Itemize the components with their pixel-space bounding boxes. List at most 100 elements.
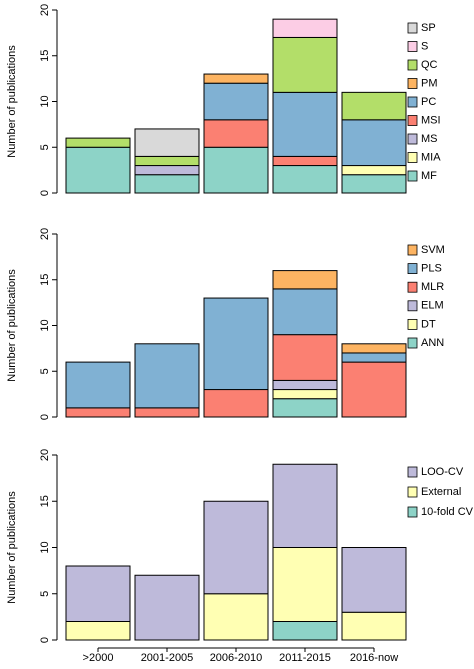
legend-label: MIA <box>421 151 441 163</box>
legend-swatch <box>407 78 418 89</box>
legend-swatch <box>407 41 418 52</box>
bar-segment <box>341 165 407 176</box>
bar-segment <box>203 500 269 595</box>
y-tick-label: 0 <box>39 190 51 196</box>
bar-segment <box>65 565 131 622</box>
bar-segment <box>272 334 338 381</box>
legend-swatch <box>407 170 418 182</box>
y-axis-label: Number of publications <box>6 491 18 604</box>
bar-segment <box>65 361 131 409</box>
bar-segment <box>203 82 269 121</box>
y-tick-label: 5 <box>39 144 51 150</box>
legend-swatch <box>407 115 418 126</box>
bar-segment <box>341 174 407 194</box>
legend-swatch <box>407 318 418 330</box>
legend-swatch <box>407 466 418 478</box>
legend-swatch <box>407 337 418 349</box>
legend-swatch <box>407 244 418 256</box>
legend-swatch <box>407 133 418 145</box>
bar-segment <box>341 91 407 121</box>
y-tick-label: 20 <box>39 449 51 461</box>
y-axis-label: Number of publications <box>6 269 18 382</box>
legend-label: LOO-CV <box>421 466 464 478</box>
y-tick-label: 20 <box>39 4 51 16</box>
legend-swatch <box>407 486 418 498</box>
bar-segment <box>272 463 338 548</box>
bar-segment <box>134 574 200 641</box>
bar-segment <box>134 165 200 176</box>
bar-segment <box>341 361 407 418</box>
legend-swatch <box>407 506 418 518</box>
y-tick-label: 0 <box>39 637 51 643</box>
y-tick-label: 10 <box>39 541 51 553</box>
bar-segment <box>272 398 338 418</box>
bar-segment <box>65 407 131 418</box>
legend-label: S <box>421 40 428 52</box>
x-tick-label: 2011-2015 <box>279 652 331 664</box>
legend-swatch <box>407 22 418 34</box>
y-tick-label: 5 <box>39 368 51 374</box>
legend-label: DT <box>421 318 436 330</box>
legend-label: PLS <box>421 263 442 275</box>
bar-segment <box>272 36 338 93</box>
bar-segment <box>272 270 338 290</box>
bar-segment <box>203 73 269 84</box>
legend-swatch <box>407 263 418 275</box>
bar-segment <box>203 389 269 418</box>
legend-label: MF <box>421 170 437 182</box>
bar-segment <box>134 155 200 167</box>
bar-segment <box>65 137 131 148</box>
bar-segment <box>134 128 200 157</box>
x-tick-label: 2001-2005 <box>141 652 194 664</box>
bar-segment <box>65 621 131 641</box>
legend-label: ELM <box>421 300 444 312</box>
legend-label: SVM <box>421 244 445 256</box>
legend-label: MLR <box>421 281 444 293</box>
y-tick-label: 5 <box>39 591 51 597</box>
bar-segment <box>341 119 407 167</box>
bar-segment <box>272 91 338 157</box>
bar-segment <box>272 547 338 622</box>
legend-label: SP <box>421 22 436 34</box>
y-tick-label: 15 <box>39 495 51 507</box>
bar-segment <box>341 343 407 354</box>
y-tick-label: 0 <box>39 414 51 420</box>
bar-segment <box>341 611 407 641</box>
x-tick-label: >2000 <box>83 652 114 664</box>
y-tick-label: 10 <box>39 319 51 331</box>
legend-label: QC <box>421 59 438 71</box>
legend-swatch <box>407 59 418 71</box>
bar-segment <box>272 165 338 194</box>
legend-swatch <box>407 152 418 163</box>
x-tick-label: 2016-now <box>350 652 398 664</box>
bar-segment <box>134 407 200 418</box>
legend-label: 10-fold CV <box>421 506 474 518</box>
y-tick-label: 15 <box>39 50 51 62</box>
y-tick-label: 20 <box>39 228 51 240</box>
bar-segment <box>134 343 200 409</box>
legend-swatch <box>407 96 418 108</box>
bar-segment <box>341 352 407 363</box>
legend-label: PM <box>421 77 438 89</box>
legend-label: ANN <box>421 337 444 349</box>
y-axis-label: Number of publications <box>6 45 18 158</box>
legend-label: MSI <box>421 114 441 126</box>
legend-swatch <box>407 300 418 312</box>
bar-segment <box>65 146 131 194</box>
bar-segment <box>203 593 269 641</box>
bar-segment <box>203 119 269 148</box>
bar-segment <box>203 146 269 194</box>
legend-label: External <box>421 486 461 498</box>
bar-segment <box>203 297 269 391</box>
bar-segment <box>272 389 338 400</box>
bar-segment <box>272 288 338 336</box>
y-tick-label: 10 <box>39 95 51 107</box>
bar-segment <box>272 18 338 38</box>
bar-segment <box>134 174 200 194</box>
legend-label: MS <box>421 133 438 145</box>
bar-segment <box>272 621 338 641</box>
bar-segment <box>341 547 407 613</box>
y-tick-label: 15 <box>39 274 51 286</box>
bar-segment <box>272 379 338 391</box>
